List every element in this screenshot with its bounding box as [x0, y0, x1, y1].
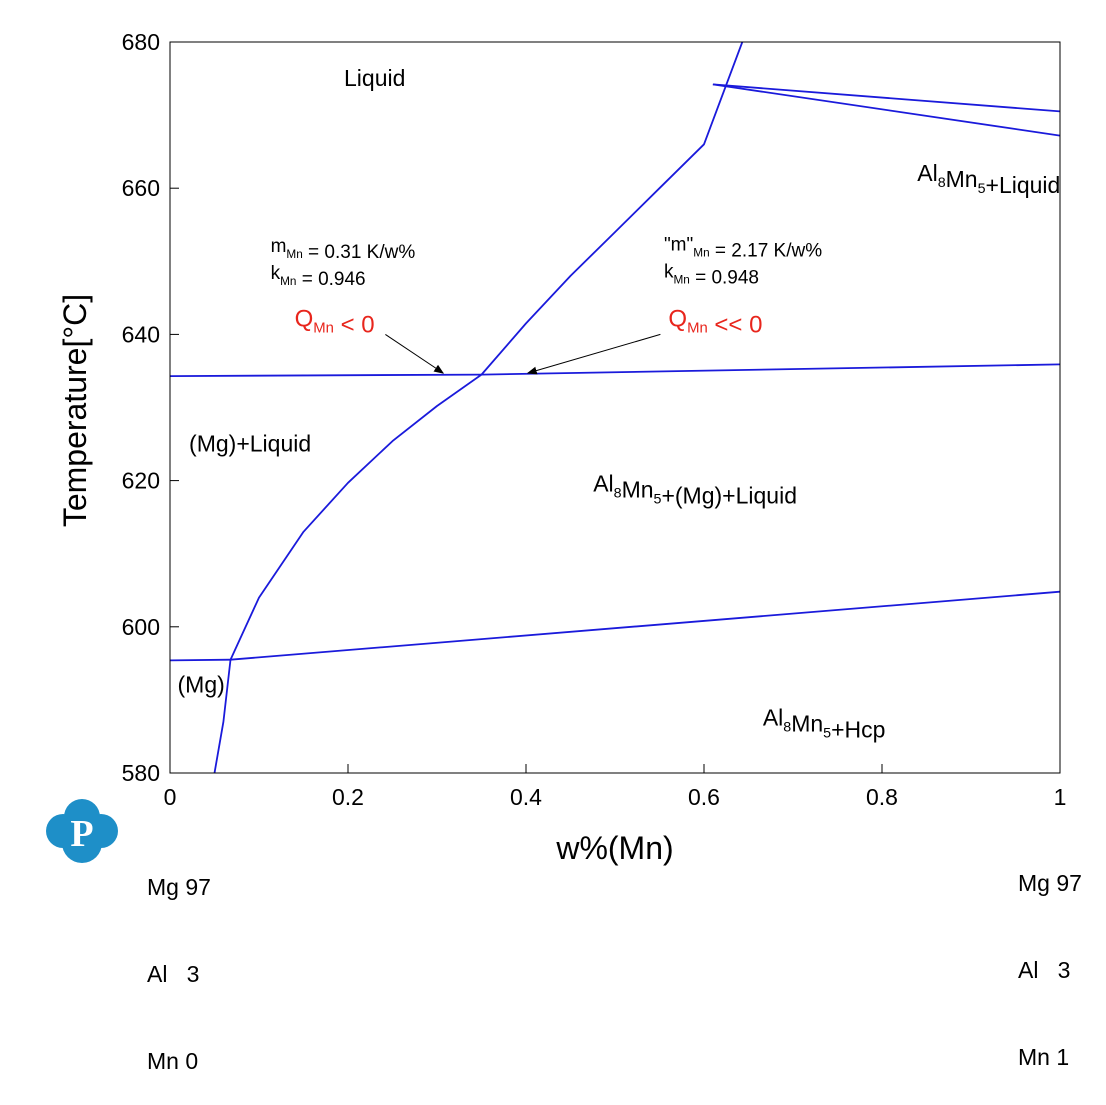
- plot-frame: [169, 41, 1061, 774]
- y-tick-label: 600: [122, 614, 160, 640]
- phase-boundary-2: [480, 42, 744, 376]
- x-tick-label: 0.4: [510, 784, 542, 810]
- slope-note-1-line-2: kMn = 0.946: [271, 263, 366, 290]
- phase-boundary-5: [170, 658, 231, 662]
- pointer-arrow-1: [385, 333, 445, 374]
- phase-boundary-4: [481, 363, 1060, 376]
- axes: 0 0.2 0.4 0.6 0.8 1 580 600 620 640 660 680 w%(Mn) Te…: [57, 29, 1066, 866]
- phase-boundary-7: [712, 83, 1060, 113]
- region-label-3: (Mg)+Liquid: [189, 430, 311, 456]
- composition-right-mg: Mg 97: [1018, 870, 1082, 896]
- x-tick-label: 0: [164, 784, 177, 810]
- composition-left: Mg 97 Al 3 Mn 0: [147, 815, 211, 1105]
- composition-right-mn: Mn 1: [1018, 1044, 1070, 1070]
- y-tick-label: 660: [122, 175, 160, 201]
- phase-boundary-3: [170, 373, 482, 377]
- composition-left-al: Al 3: [147, 961, 200, 987]
- region-label-5: (Mg): [178, 672, 225, 698]
- x-tick-label: 0.6: [688, 784, 720, 810]
- region-label-2: Al8Mn5+Liquid: [917, 160, 1060, 198]
- phase-boundaries: [170, 42, 1060, 773]
- composition-left-mn: Mn 0: [147, 1048, 199, 1074]
- y-tick-label: 620: [122, 468, 160, 494]
- composition-right: Mg 97 Al 3 Mn 1: [1018, 811, 1082, 1101]
- annotations: Liquid Al8Mn5+Liquid (Mg)+Liquid Al8Mn5+(Mg…: [178, 65, 1061, 743]
- q-label-4: QMn << 0: [668, 305, 762, 338]
- composition-left-mg: Mg 97: [147, 874, 211, 900]
- pointer-arrow-2: [526, 333, 661, 375]
- x-tick-label: 1: [1054, 784, 1067, 810]
- y-axis-title: Temperature[°C]: [57, 294, 93, 527]
- svg-text:P: P: [70, 813, 93, 855]
- y-tick-label: 640: [122, 321, 160, 347]
- q-label-3: QMn < 0: [295, 305, 375, 338]
- phase-boundary-1: [213, 373, 483, 773]
- y-tick-label: 680: [122, 29, 160, 55]
- region-label-1: Liquid: [344, 65, 405, 91]
- x-tick-label: 0.8: [866, 784, 898, 810]
- x-tick-label: 0.2: [332, 784, 364, 810]
- slope-note-1-line-1: mMn = 0.31 K/w%: [271, 236, 416, 263]
- phase-boundary-6: [230, 590, 1060, 661]
- region-label-4: Al8Mn5+(Mg)+Liquid: [593, 471, 797, 509]
- x-axis-title: w%(Mn): [555, 830, 673, 866]
- composition-right-al: Al 3: [1018, 957, 1071, 983]
- slope-note-2-line-2: kMn = 0.948: [664, 261, 759, 288]
- phase-diagram-chart: Liquid Al8Mn5+Liquid (Mg)+Liquid Al8Mn5+(Mg…: [57, 29, 1066, 866]
- pandat-logo-icon: P: [46, 799, 118, 863]
- phase-boundary-8: [712, 83, 1060, 137]
- region-label-6: Al8Mn5+Hcp: [763, 704, 886, 742]
- slope-note-2-line-1: "m"Mn = 2.17 K/w%: [664, 234, 822, 261]
- y-tick-label: 580: [122, 760, 160, 786]
